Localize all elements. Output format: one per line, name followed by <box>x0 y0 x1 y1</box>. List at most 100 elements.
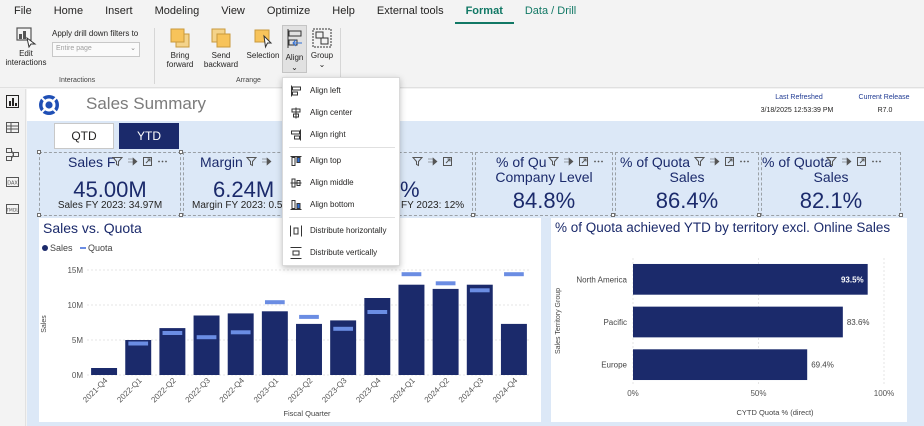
territory-bar[interactable] <box>633 306 843 338</box>
selection-handle[interactable] <box>899 213 903 217</box>
more-options-icon[interactable] <box>871 156 882 167</box>
filter-icon[interactable] <box>826 156 837 167</box>
sales-bar[interactable] <box>432 288 459 375</box>
more-options-icon[interactable] <box>157 156 168 167</box>
focus-mode-icon[interactable] <box>578 156 589 167</box>
selection-button[interactable]: Selection <box>244 27 282 60</box>
drill-icon[interactable] <box>563 156 574 167</box>
filter-icon[interactable] <box>246 156 257 167</box>
territory-quota-card[interactable]: % of Quota Sales 86.4% <box>615 152 759 216</box>
quota-marker[interactable] <box>264 300 285 305</box>
dax-query-icon[interactable]: DAX <box>5 174 20 189</box>
sales-bar[interactable] <box>91 368 118 375</box>
focus-mode-icon[interactable] <box>142 156 153 167</box>
menu-home[interactable]: Home <box>53 5 84 17</box>
sales-bar[interactable] <box>364 298 391 375</box>
quota-marker[interactable] <box>435 281 456 286</box>
menu-format[interactable]: Format <box>454 0 514 24</box>
focus-mode-icon[interactable] <box>856 156 867 167</box>
model-view-icon[interactable] <box>5 147 20 162</box>
quota-marker[interactable] <box>196 335 217 340</box>
menu-align-center[interactable]: Align center <box>283 104 401 122</box>
selection-handle[interactable] <box>37 150 41 154</box>
territory-bar[interactable] <box>633 263 868 295</box>
table-view-icon[interactable] <box>5 120 20 135</box>
visual-header-toolbar <box>826 155 882 168</box>
filter-icon[interactable] <box>694 156 705 167</box>
send-backward-button[interactable]: Send backward <box>199 27 243 69</box>
sales-vs-quota-visual[interactable]: Sales vs. Quota Sales Quota 0M 5M 10M 15M 20… <box>39 218 541 422</box>
sales-bar[interactable] <box>227 313 254 375</box>
segment-quota-card[interactable]: % of Quota Sales 82.1% <box>761 152 901 216</box>
selection-handle[interactable] <box>471 213 475 217</box>
group-button[interactable]: Group ⌄ <box>308 27 336 69</box>
menu-help[interactable]: Help <box>332 5 355 17</box>
report-view-icon[interactable] <box>5 94 20 109</box>
territory-bar[interactable] <box>633 349 808 381</box>
quota-marker[interactable] <box>504 272 524 277</box>
menu-modeling[interactable]: Modeling <box>154 5 200 17</box>
quota-marker[interactable] <box>401 272 422 277</box>
filter-icon[interactable] <box>548 156 559 167</box>
report-canvas[interactable]: Sales Summary Last Refreshed 3/18/2025 1… <box>27 89 924 426</box>
menu-align-top[interactable]: Align top <box>283 152 401 170</box>
selection-handle[interactable] <box>179 150 183 154</box>
quota-marker[interactable] <box>299 314 319 319</box>
menu-align-bottom[interactable]: Align bottom <box>283 196 401 214</box>
bring-forward-button[interactable]: Bring forward <box>160 27 200 69</box>
x-tick-label: 2024-Q2 <box>423 376 452 405</box>
tmdl-view-icon[interactable]: TMDL <box>5 201 20 216</box>
focus-mode-icon[interactable] <box>442 156 453 167</box>
menu-insert[interactable]: Insert <box>105 5 133 17</box>
sales-bar[interactable] <box>398 284 425 375</box>
sales-bar[interactable] <box>466 284 493 375</box>
drill-icon[interactable] <box>427 156 438 167</box>
qtd-toggle-button[interactable]: QTD <box>54 123 114 149</box>
filter-icon[interactable] <box>412 156 423 167</box>
drill-filters-select[interactable]: Entire page ⌄ <box>52 42 140 57</box>
ytd-toggle-button[interactable]: YTD <box>119 123 179 149</box>
quota-marker[interactable] <box>367 310 388 314</box>
quota-by-territory-visual[interactable]: % of Quota achieved YTD by territory exc… <box>551 218 907 422</box>
menu-align-right[interactable]: Align right <box>283 126 401 144</box>
quota-marker[interactable] <box>128 341 149 346</box>
menu-optimize[interactable]: Optimize <box>266 5 311 17</box>
menu-distribute-horizontally[interactable]: Distribute horizontally <box>283 222 401 240</box>
menu-external-tools[interactable]: External tools <box>376 5 444 17</box>
filter-icon[interactable] <box>112 156 123 167</box>
selection-handle[interactable] <box>37 213 41 217</box>
company-quota-card[interactable]: % of Qu Company Level 84.8% <box>475 152 613 216</box>
menu-view[interactable]: View <box>221 5 245 17</box>
quota-marker[interactable] <box>469 288 490 293</box>
selection-handle[interactable] <box>179 213 183 217</box>
edit-interactions-button[interactable]: Edit interactions <box>4 26 48 67</box>
menu-data-drill[interactable]: Data / Drill <box>524 5 577 17</box>
drill-icon[interactable] <box>709 156 720 167</box>
quota-marker[interactable] <box>162 331 183 335</box>
menu-align-left[interactable]: Align left <box>283 82 401 100</box>
focus-mode-icon[interactable] <box>724 156 735 167</box>
sales-bar[interactable] <box>193 315 220 376</box>
drill-icon[interactable] <box>841 156 852 167</box>
align-button[interactable]: Align ⌄ <box>282 25 307 73</box>
drill-icon[interactable] <box>127 156 138 167</box>
sales-bar[interactable] <box>159 328 186 375</box>
more-options-icon[interactable] <box>739 156 750 167</box>
quota-marker[interactable] <box>230 330 251 335</box>
sales-bar[interactable] <box>261 311 288 375</box>
menu-distribute-vertically[interactable]: Distribute vertically <box>283 244 401 262</box>
sales-card[interactable]: Sales F 45.00M Sales FY 2023: 34.97M <box>39 152 181 216</box>
menu-file[interactable]: File <box>14 5 32 17</box>
more-options-icon[interactable] <box>593 156 604 167</box>
menu-align-middle[interactable]: Align middle <box>283 174 401 192</box>
selection-handle[interactable] <box>611 213 615 217</box>
sales-bar[interactable] <box>125 340 152 375</box>
selection-handle[interactable] <box>757 213 761 217</box>
report-header: Sales Summary Last Refreshed 3/18/2025 1… <box>27 89 924 121</box>
sales-bar[interactable] <box>296 323 322 375</box>
quota-marker[interactable] <box>333 326 354 331</box>
align-top-icon <box>290 156 302 166</box>
x-tick-label: 2024-Q4 <box>491 376 520 405</box>
sales-bar[interactable] <box>500 323 527 375</box>
drill-icon[interactable] <box>261 156 272 167</box>
